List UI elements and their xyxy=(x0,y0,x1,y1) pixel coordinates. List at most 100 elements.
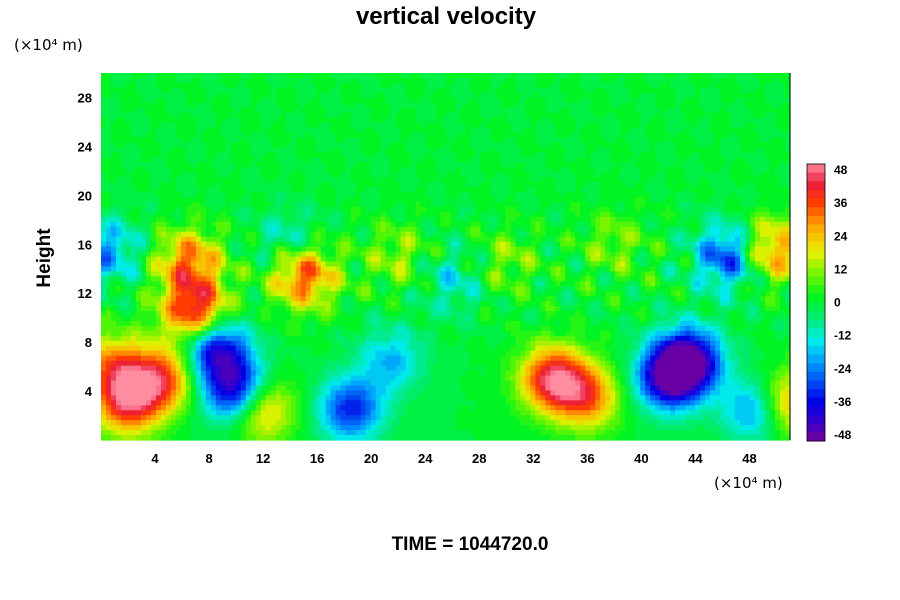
field-cell xyxy=(145,216,152,223)
field-cell xyxy=(415,187,422,193)
field-cell xyxy=(375,380,382,387)
field-cell xyxy=(101,92,107,99)
field-cell xyxy=(320,435,327,441)
field-cell xyxy=(125,157,132,163)
field-cell xyxy=(195,241,202,248)
field-cell xyxy=(125,281,132,287)
field-cell xyxy=(380,425,387,431)
field-cell xyxy=(295,132,302,139)
field-cell xyxy=(370,117,377,124)
field-cell xyxy=(215,301,222,307)
field-cell xyxy=(310,325,317,332)
field-cell xyxy=(110,196,117,203)
field-cell xyxy=(315,261,322,268)
field-cell xyxy=(360,92,367,99)
field-cell xyxy=(155,276,162,282)
field-cell xyxy=(190,132,197,139)
field-cell xyxy=(325,231,332,238)
field-cell xyxy=(225,350,232,357)
field-cell xyxy=(230,345,237,352)
field-cell xyxy=(370,182,377,188)
field-cell xyxy=(265,246,272,253)
field-cell xyxy=(150,380,157,387)
field-cell xyxy=(390,112,397,119)
field-cell xyxy=(390,276,397,282)
field-cell xyxy=(370,236,377,243)
field-cell xyxy=(101,316,107,322)
field-cell xyxy=(290,196,297,203)
field-cell xyxy=(160,177,167,183)
field-cell xyxy=(355,425,362,431)
field-cell xyxy=(375,400,382,406)
field-cell xyxy=(310,425,317,431)
field-cell xyxy=(185,122,192,129)
field-cell xyxy=(180,87,187,94)
field-cell xyxy=(145,107,152,114)
field-cell xyxy=(260,420,267,426)
field-cell xyxy=(275,221,282,228)
field-cell xyxy=(370,375,377,382)
field-cell xyxy=(385,182,392,188)
field-cell xyxy=(160,211,167,218)
field-cell xyxy=(260,196,267,203)
field-cell xyxy=(410,177,417,183)
field-cell xyxy=(105,132,112,139)
field-cell xyxy=(120,345,127,352)
field-cell xyxy=(310,117,317,124)
field-cell xyxy=(310,355,317,362)
field-cell xyxy=(110,430,117,436)
field-cell xyxy=(185,206,192,213)
field-cell xyxy=(425,420,432,426)
field-cell xyxy=(325,420,332,426)
field-cell xyxy=(270,127,277,134)
field-cell xyxy=(225,425,232,431)
field-cell xyxy=(340,251,347,258)
field-cell xyxy=(365,137,372,144)
field-cell xyxy=(105,137,112,144)
field-cell xyxy=(170,73,177,79)
field-cell xyxy=(225,97,232,104)
field-cell xyxy=(205,211,212,218)
field-cell xyxy=(380,435,387,441)
field-cell xyxy=(175,415,182,421)
field-cell xyxy=(230,301,237,307)
field-cell xyxy=(110,405,117,411)
field-cell xyxy=(250,216,257,223)
field-cell xyxy=(140,221,147,228)
field-cell xyxy=(300,127,307,134)
field-cell xyxy=(250,325,257,332)
field-cell xyxy=(405,97,412,104)
field-cell xyxy=(340,127,347,134)
field-cell xyxy=(415,390,422,396)
field-cell xyxy=(160,385,167,392)
field-cell xyxy=(265,241,272,248)
field-cell xyxy=(375,241,382,248)
field-cell xyxy=(185,192,192,198)
field-cell xyxy=(155,196,162,203)
field-cell xyxy=(125,177,132,183)
field-cell xyxy=(155,157,162,163)
field-cell xyxy=(110,102,117,109)
field-cell xyxy=(145,380,152,387)
field-cell xyxy=(370,187,377,193)
field-cell xyxy=(415,137,422,144)
field-cell xyxy=(430,97,437,104)
field-cell xyxy=(390,400,397,406)
field-cell xyxy=(350,246,357,253)
field-cell xyxy=(365,316,372,322)
field-cell xyxy=(345,162,352,168)
field-cell xyxy=(125,192,132,198)
field-cell xyxy=(220,370,227,377)
field-cell xyxy=(330,325,337,332)
field-cell xyxy=(225,405,232,411)
field-cell xyxy=(330,73,337,79)
field-cell xyxy=(190,360,197,367)
field-cell xyxy=(245,251,252,258)
field-cell xyxy=(205,385,212,392)
field-cell xyxy=(225,236,232,243)
x-axis-unit: (×10⁴ m) xyxy=(714,474,783,492)
field-cell xyxy=(195,400,202,406)
field-cell xyxy=(185,311,192,317)
field-cell xyxy=(125,420,132,426)
field-cell xyxy=(200,345,207,352)
